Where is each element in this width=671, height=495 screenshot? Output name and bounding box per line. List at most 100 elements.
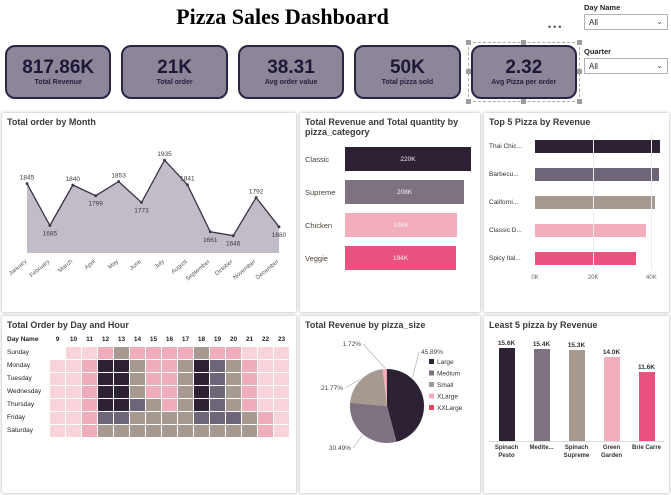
heatmap-cell[interactable] <box>114 386 129 399</box>
heatmap-cell[interactable] <box>162 347 177 360</box>
heatmap-cell[interactable] <box>98 373 113 386</box>
legend-label[interactable]: Small <box>437 382 454 389</box>
legend-swatch[interactable] <box>429 359 434 365</box>
heatmap-cell[interactable] <box>114 425 129 438</box>
legend-swatch[interactable] <box>429 382 434 388</box>
kpi-card-total-pizza-sold[interactable]: 50K Total pizza sold <box>354 45 461 99</box>
heatmap-cell[interactable] <box>82 347 97 360</box>
heatmap-cell[interactable] <box>210 399 225 412</box>
kpi-card-avg-order-value[interactable]: 38.31 Avg order value <box>237 45 345 99</box>
heatmap-cell[interactable] <box>178 360 193 373</box>
heatmap-cell[interactable] <box>210 347 225 360</box>
heatmap-cell[interactable] <box>162 386 177 399</box>
heatmap-cell[interactable] <box>194 386 209 399</box>
heatmap-cell[interactable] <box>98 399 113 412</box>
heatmap-cell[interactable] <box>146 412 161 425</box>
bar-3[interactable] <box>535 223 647 237</box>
legend-label[interactable]: XXLarge <box>437 405 463 412</box>
heatmap-cell[interactable] <box>178 373 193 386</box>
data-point[interactable] <box>277 225 281 229</box>
heatmap-cell[interactable] <box>258 347 273 360</box>
heatmap-cell[interactable] <box>130 347 145 360</box>
heatmap-cell[interactable] <box>82 373 97 386</box>
resize-handle[interactable] <box>577 40 583 45</box>
data-point[interactable] <box>163 159 166 162</box>
data-point[interactable] <box>117 180 120 184</box>
heatmap-cell[interactable] <box>98 360 113 373</box>
heatmap-cell[interactable] <box>194 347 209 360</box>
heatmap-cell[interactable] <box>98 412 113 425</box>
resize-handle[interactable] <box>577 99 583 104</box>
heatmap-cell[interactable] <box>242 412 257 425</box>
pie-slice-large[interactable] <box>387 369 425 443</box>
heatmap-cell[interactable] <box>194 373 209 386</box>
heatmap-cell[interactable] <box>274 386 289 399</box>
heatmap-cell[interactable] <box>66 412 81 425</box>
heatmap-cell[interactable] <box>210 386 225 399</box>
heatmap-cell[interactable] <box>98 347 113 360</box>
legend-swatch[interactable] <box>429 393 434 399</box>
heatmap-cell[interactable] <box>274 373 289 386</box>
heatmap-cell[interactable] <box>274 425 289 438</box>
heatmap-cell[interactable] <box>114 412 129 425</box>
heatmap-cell[interactable] <box>114 399 129 412</box>
heatmap-cell[interactable] <box>98 425 113 438</box>
data-point[interactable] <box>48 224 52 228</box>
heatmap-cell[interactable] <box>226 360 241 373</box>
heatmap-cell[interactable] <box>258 425 273 438</box>
bar-classic[interactable]: 220K <box>345 147 471 172</box>
data-point[interactable] <box>186 183 189 187</box>
heatmap-cell[interactable] <box>130 425 145 438</box>
slicer-day-name-dropdown[interactable]: All ⌄ <box>584 14 668 30</box>
heatmap-cell[interactable] <box>258 386 273 399</box>
heatmap-cell[interactable] <box>82 399 97 412</box>
heatmap-cell[interactable] <box>194 360 209 373</box>
heatmap-cell[interactable] <box>162 425 177 438</box>
heatmap-cell[interactable] <box>98 386 113 399</box>
heatmap-cell[interactable] <box>258 373 273 386</box>
heatmap-cell[interactable] <box>162 360 177 373</box>
heatmap-cell[interactable] <box>50 373 65 386</box>
heatmap-cell[interactable] <box>242 360 257 373</box>
heatmap-cell[interactable] <box>274 360 289 373</box>
heatmap-cell[interactable] <box>226 373 241 386</box>
heatmap-cell[interactable] <box>146 347 161 360</box>
heatmap-cell[interactable] <box>82 360 97 373</box>
pie-slice-small[interactable] <box>350 369 387 407</box>
heatmap-cell[interactable] <box>162 373 177 386</box>
bar-2[interactable] <box>535 195 656 209</box>
heatmap-cell[interactable] <box>50 360 65 373</box>
data-point[interactable] <box>231 234 235 238</box>
data-point[interactable] <box>94 194 98 198</box>
heatmap-cell[interactable] <box>178 386 193 399</box>
heatmap-cell[interactable] <box>50 412 65 425</box>
bar-chicken[interactable]: 196K <box>345 213 458 238</box>
heatmap-cell[interactable] <box>194 399 209 412</box>
least5-column-chart[interactable]: 15.6K 15.4K 15.3K 14.0K 11.6K Spinach Pesto Me… <box>489 334 664 459</box>
heatmap-cell[interactable] <box>226 412 241 425</box>
heatmap-cell[interactable] <box>242 425 257 438</box>
heatmap-cell[interactable] <box>242 373 257 386</box>
heatmap-cell[interactable] <box>50 425 65 438</box>
heatmap-cell[interactable] <box>82 386 97 399</box>
column-bar-1[interactable] <box>533 348 550 442</box>
heatmap-cell[interactable] <box>258 360 273 373</box>
heatmap-cell[interactable] <box>66 360 81 373</box>
resize-handle[interactable] <box>577 69 583 74</box>
data-point[interactable] <box>254 196 258 200</box>
resize-handle[interactable] <box>465 69 471 74</box>
heatmap-cell[interactable] <box>258 399 273 412</box>
heatmap-cell[interactable] <box>210 425 225 438</box>
column-bar-4[interactable] <box>638 371 655 442</box>
heatmap-cell[interactable] <box>50 347 65 360</box>
heatmap-cell[interactable] <box>242 386 257 399</box>
heatmap-cell[interactable] <box>146 386 161 399</box>
legend-swatch[interactable] <box>429 370 434 376</box>
category-bar-chart[interactable]: Classic 220K Supreme 208K Chicken 196K Veggie 1… <box>305 143 475 275</box>
heatmap-cell[interactable] <box>130 386 145 399</box>
heatmap-cell[interactable] <box>226 347 241 360</box>
data-point[interactable] <box>25 182 29 186</box>
heatmap-cell[interactable] <box>226 425 241 438</box>
heatmap-cell[interactable] <box>162 399 177 412</box>
pie-slice-medium[interactable] <box>349 403 397 444</box>
